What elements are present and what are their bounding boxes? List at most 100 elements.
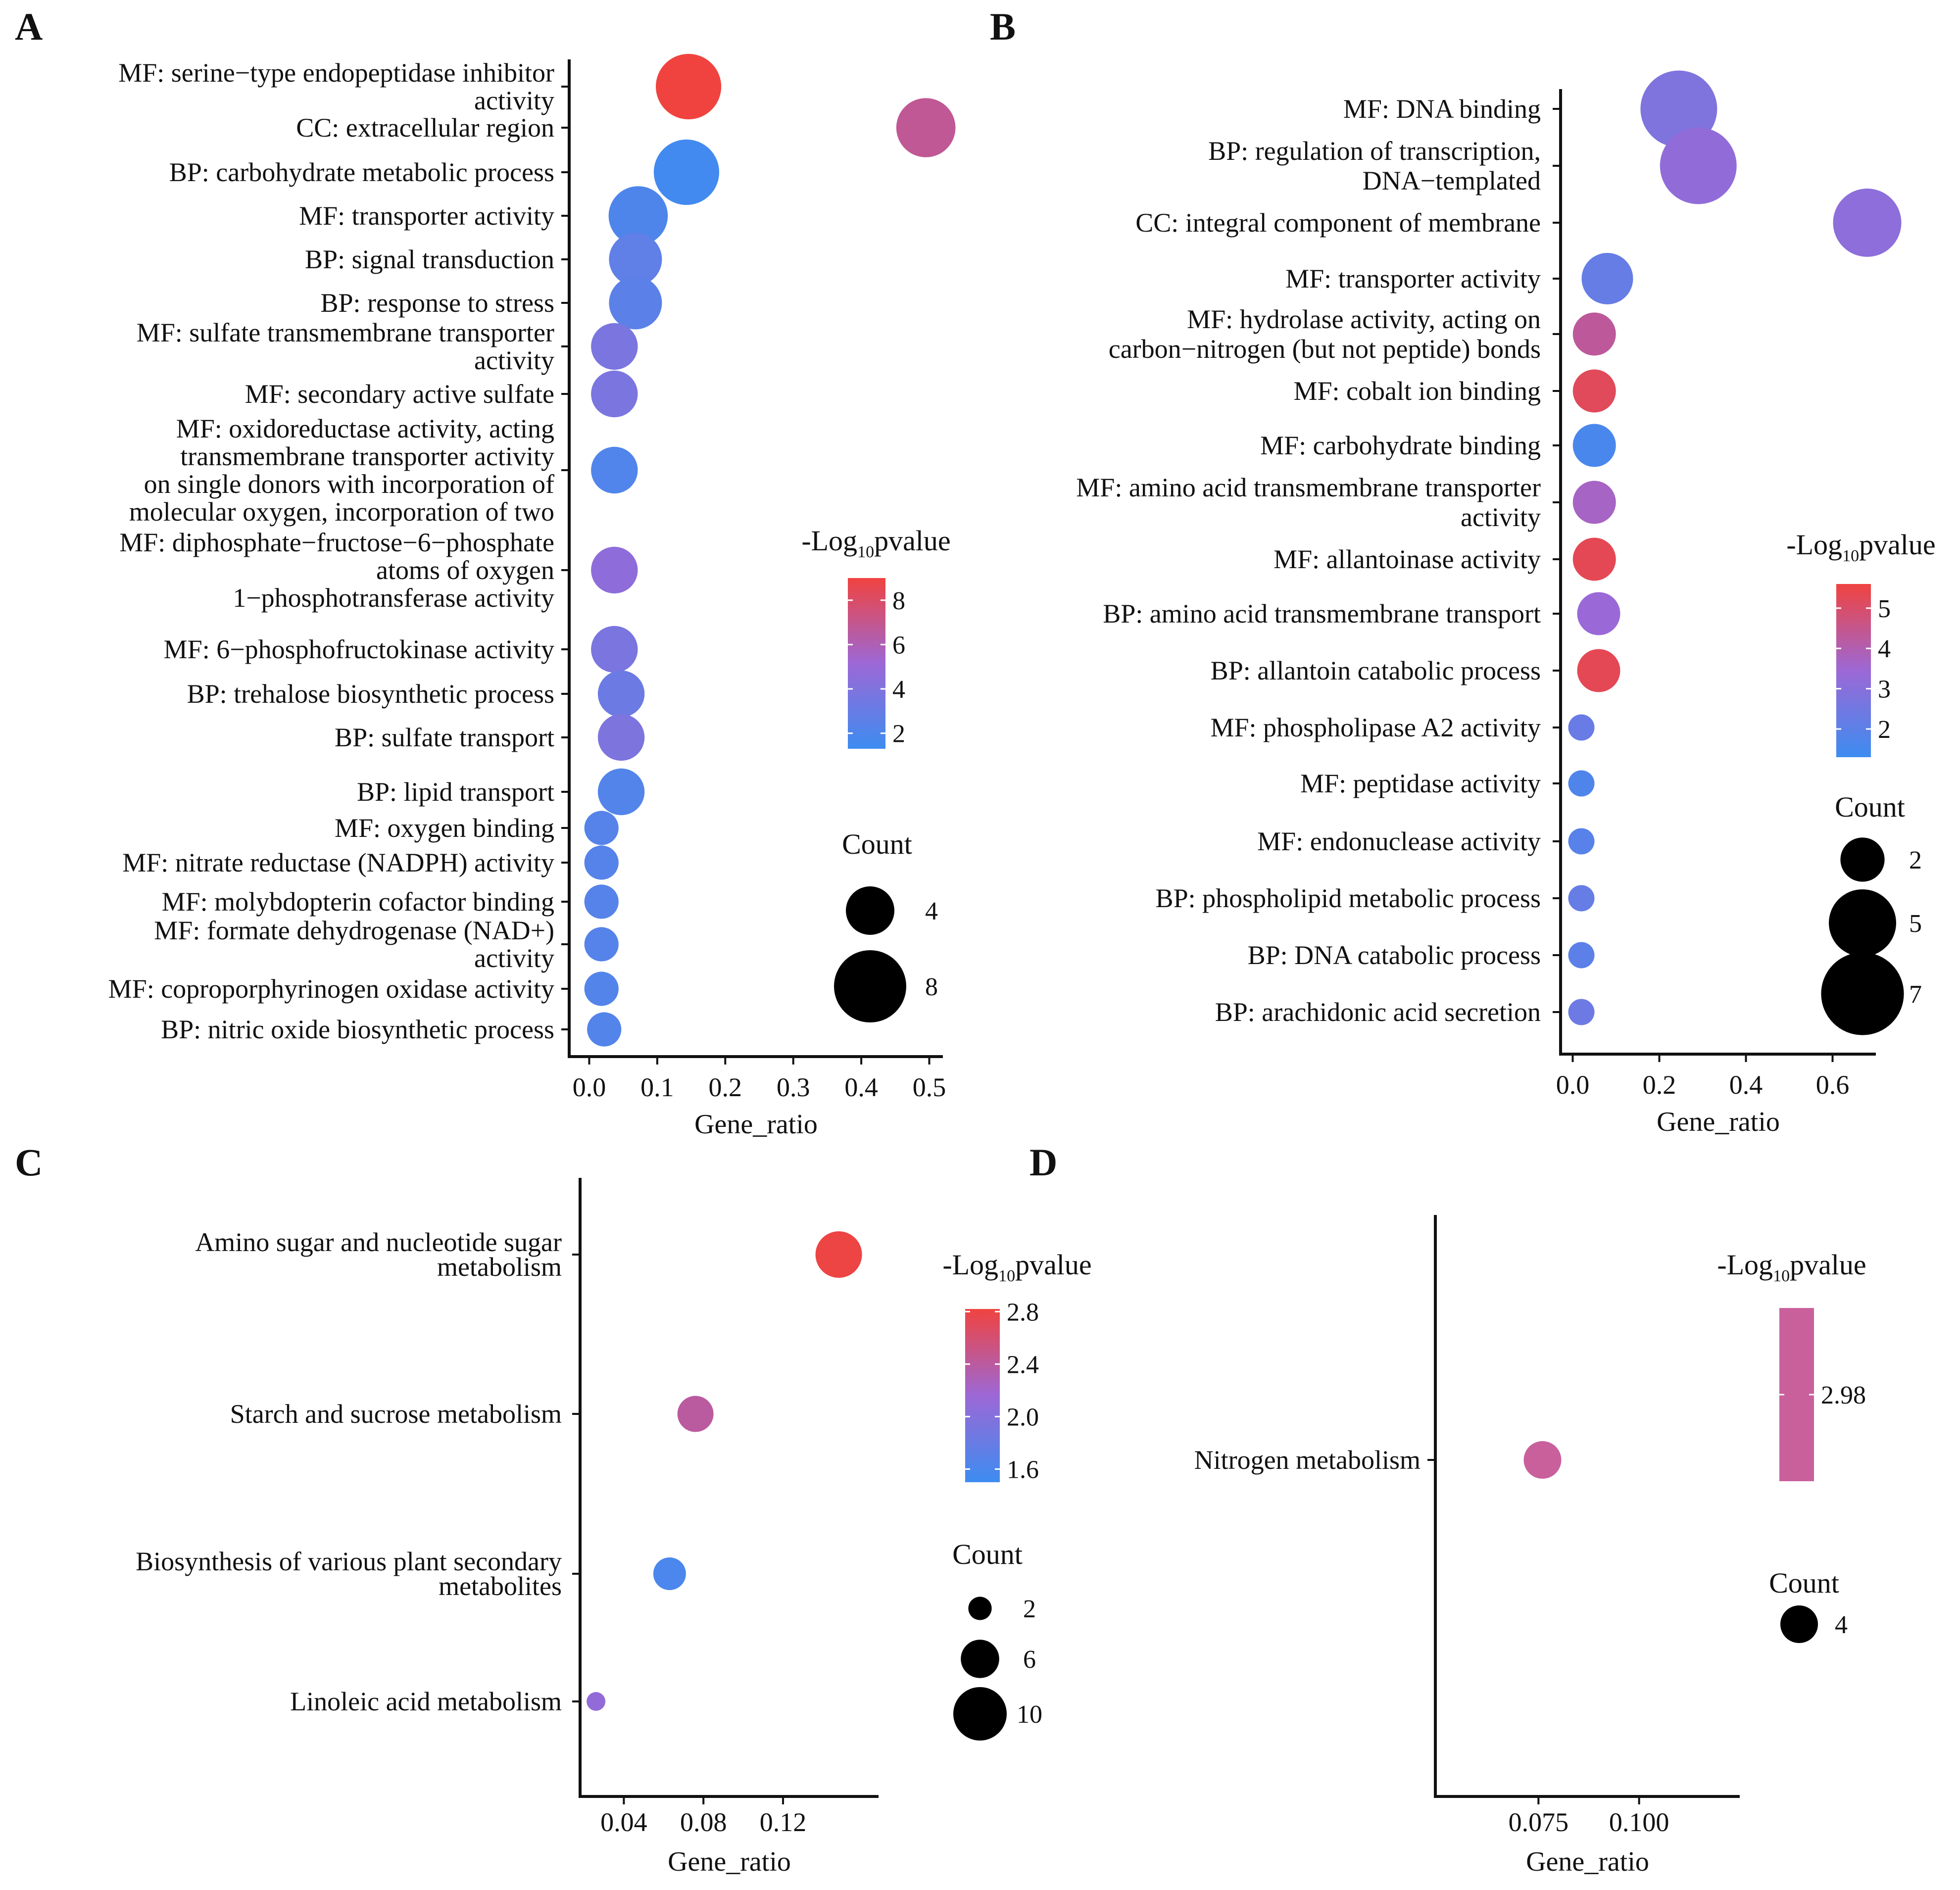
panel-letter-b: B <box>990 5 1016 48</box>
category-label: activity <box>474 943 554 973</box>
category-label: MF: transporter activity <box>1285 264 1541 293</box>
panel-b: B 0.0 0.2 0.4 0.6 Gene_ratio MF: DNA binding BP… <box>990 5 1936 1137</box>
data-point <box>587 1692 606 1711</box>
category-label: MF: amino acid transmembrane transporter <box>1076 473 1541 502</box>
color-legend-label: 4 <box>1878 635 1891 663</box>
category-label: activity <box>1461 502 1541 532</box>
category-label: Biosynthesis of various plant secondary <box>136 1547 562 1576</box>
size-legend-label: 7 <box>1909 980 1922 1009</box>
color-legend-title: -Log10pvalue <box>1717 1249 1866 1285</box>
category-label: MF: peptidase activity <box>1300 769 1541 798</box>
size-legend-label: 4 <box>1835 1611 1848 1639</box>
size-legend-circle <box>968 1597 992 1620</box>
data-point <box>655 53 722 120</box>
data-point <box>584 927 619 962</box>
category-label: Amino sugar and nucleotide sugar <box>195 1227 562 1257</box>
data-point <box>1572 537 1616 581</box>
category-label: MF: 6−phosphofructokinase activity <box>164 634 554 664</box>
category-label: BP: allantoin catabolic process <box>1211 656 1541 685</box>
x-tick-label: 0.100 <box>1609 1807 1669 1837</box>
data-point <box>1660 127 1737 204</box>
category-label: metabolites <box>439 1571 562 1601</box>
data-point <box>1572 312 1616 356</box>
size-legend-circle <box>1821 952 1904 1035</box>
category-label: BP: sulfate transport <box>335 723 554 752</box>
category-label: atoms of oxygen <box>376 555 554 585</box>
color-legend-title: -Log10pvalue <box>1786 529 1935 565</box>
category-label: MF: nitrate reductase (NADPH) activity <box>122 848 554 877</box>
color-legend-bar <box>1836 584 1871 757</box>
category-label: MF: transporter activity <box>299 201 554 231</box>
color-legend-label: 2.4 <box>1007 1351 1039 1379</box>
data-point <box>591 446 638 494</box>
category-label: MF: secondary active sulfate <box>245 379 554 409</box>
color-legend-title-suffix: pvalue <box>1790 1249 1866 1281</box>
data-point <box>587 1012 622 1047</box>
data-point <box>584 884 619 919</box>
category-label: MF: coproporphyrinogen oxidase activity <box>108 974 554 1004</box>
category-label: BP: regulation of transcription, <box>1208 136 1541 166</box>
category-label: MF: phospholipase A2 activity <box>1211 713 1541 742</box>
size-legend-label: 10 <box>1017 1700 1042 1729</box>
category-label: BP: lipid transport <box>357 777 554 807</box>
x-axis-title: Gene_ratio <box>1657 1107 1780 1137</box>
data-point <box>591 323 638 370</box>
category-label: MF: oxidoreductase activity, acting <box>176 414 554 443</box>
data-point <box>1577 649 1620 692</box>
data-point <box>1568 770 1595 797</box>
category-label: BP: response to stress <box>321 288 555 318</box>
data-point <box>1568 885 1595 912</box>
data-point <box>653 1557 686 1590</box>
data-point <box>609 276 662 330</box>
data-point <box>1572 481 1616 524</box>
size-legend-circle <box>846 886 894 935</box>
category-label: molecular oxygen, incorporation of two <box>129 497 554 527</box>
category-label: MF: allantoinase activity <box>1274 544 1541 574</box>
color-legend-label: 5 <box>1878 595 1891 623</box>
size-legend-label: 4 <box>925 897 938 925</box>
data-point <box>815 1231 862 1278</box>
color-legend-bar <box>848 578 885 749</box>
category-label: MF: carbohydrate binding <box>1260 431 1541 460</box>
color-legend-title-suffix: pvalue <box>874 525 951 557</box>
size-legend-label: 2 <box>1909 846 1922 874</box>
category-label: MF: hydrolase activity, acting on <box>1187 304 1541 334</box>
category-label: BP: amino acid transmembrane transport <box>1103 599 1541 629</box>
color-legend-label: 2 <box>892 720 905 748</box>
data-point <box>1833 189 1902 257</box>
size-legend-title: Count <box>1835 791 1905 823</box>
color-legend-title-prefix: -Log <box>1786 529 1842 561</box>
data-point <box>1568 942 1595 969</box>
category-label: MF: endonuclease activity <box>1257 826 1541 856</box>
color-legend-title-suffix: pvalue <box>1859 529 1936 561</box>
category-label: BP: carbohydrate metabolic process <box>169 157 554 187</box>
size-legend-circle <box>834 950 906 1022</box>
size-legend-circle <box>1829 889 1896 957</box>
size-legend-label: 5 <box>1909 910 1922 938</box>
data-point <box>1523 1441 1562 1479</box>
color-legend-title: -Log10pvalue <box>942 1249 1091 1285</box>
size-legend-title: Count <box>842 828 912 860</box>
color-legend-bar <box>1779 1308 1814 1481</box>
panel-c: C 0.04 0.08 0.12 Gene_ratio Amino sugar and n… <box>15 1141 1092 1877</box>
size-legend-circle <box>1780 1605 1818 1643</box>
color-legend-title-suffix: pvalue <box>1015 1249 1092 1281</box>
color-legend-title-sub: 10 <box>998 1267 1015 1285</box>
data-point <box>1568 714 1595 741</box>
category-label: MF: cobalt ion binding <box>1294 376 1541 406</box>
x-tick-label: 0.6 <box>1816 1070 1850 1100</box>
color-legend-bar <box>965 1309 1000 1482</box>
data-point <box>591 626 638 673</box>
category-label: CC: integral component of membrane <box>1135 208 1541 238</box>
x-tick-label: 0.4 <box>844 1072 878 1102</box>
size-legend-label: 8 <box>925 973 938 1001</box>
category-label: MF: sulfate transmembrane transporter <box>137 318 554 347</box>
x-tick-label: 0.0 <box>573 1072 606 1102</box>
color-legend-label: 4 <box>892 676 905 704</box>
x-tick-label: 0.1 <box>640 1072 674 1102</box>
data-point <box>608 186 668 245</box>
category-label: Starch and sucrose metabolism <box>230 1399 562 1429</box>
category-label: transmembrane transporter activity <box>180 441 554 471</box>
category-label: BP: phospholipid metabolic process <box>1156 883 1541 913</box>
data-point <box>597 768 645 816</box>
